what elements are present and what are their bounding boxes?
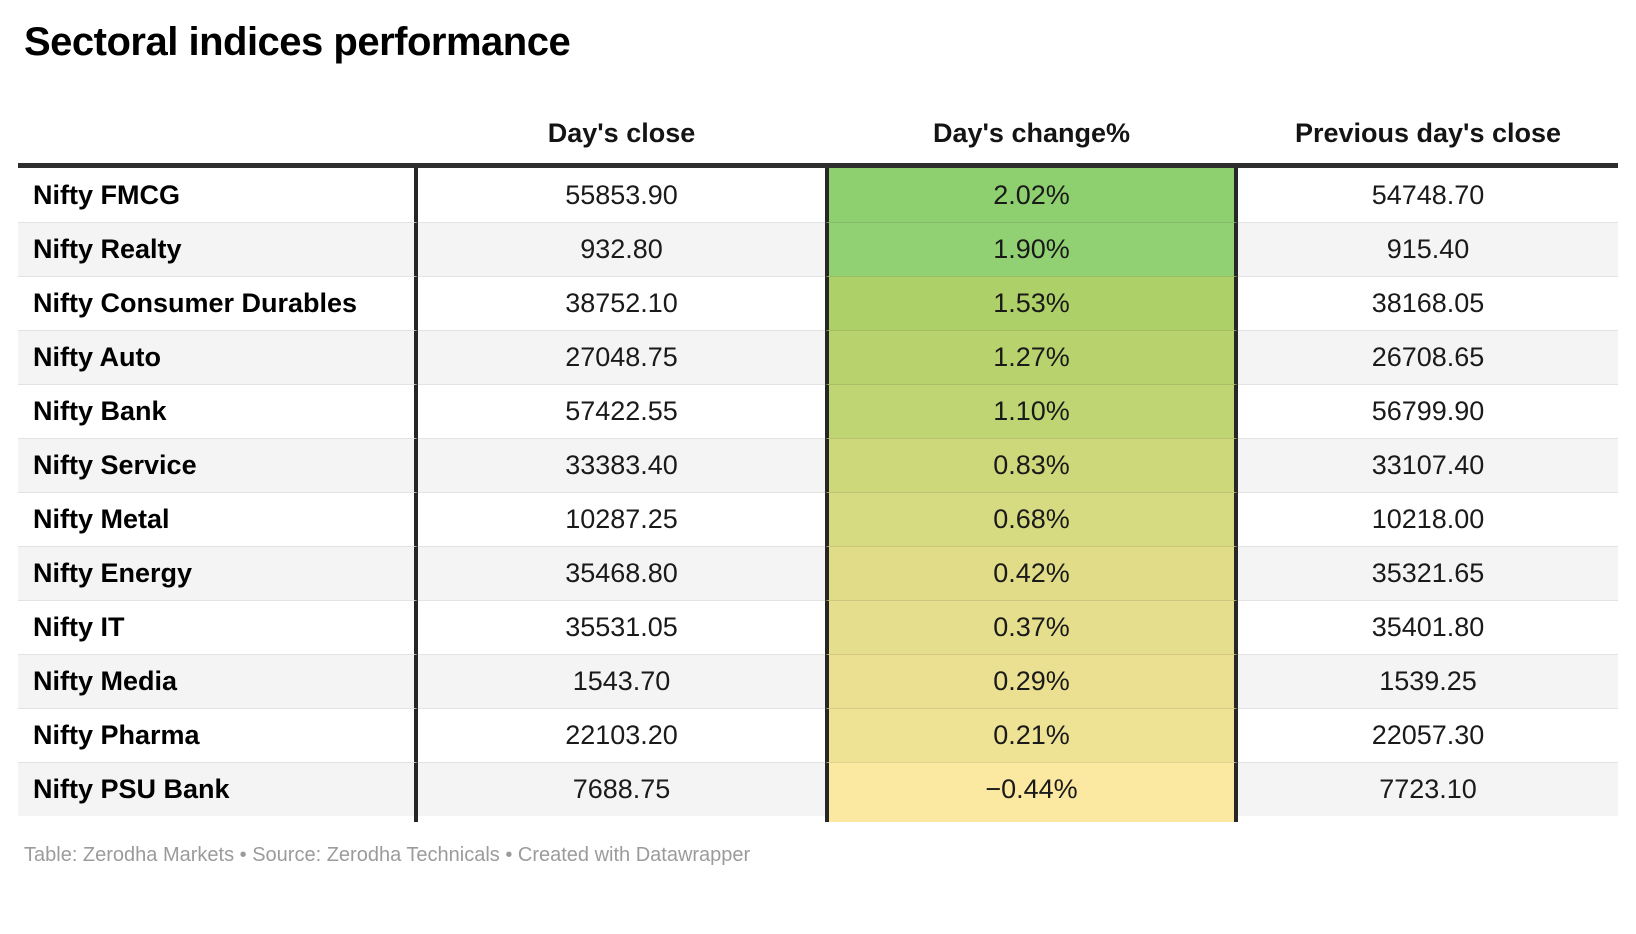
previous-close-cell: 915.40 [1238, 222, 1618, 276]
days-change-cell: 0.37% [825, 600, 1238, 654]
index-name-cell: Nifty Bank [18, 384, 418, 438]
index-name-cell: Nifty Energy [18, 546, 418, 600]
days-close-cell: 7688.75 [418, 762, 825, 816]
table-row: Nifty Realty 932.80 1.90% 915.40 [18, 222, 1618, 276]
days-close-cell: 932.80 [418, 222, 825, 276]
days-close-cell: 38752.10 [418, 276, 825, 330]
extension-prev-cell [1238, 816, 1618, 822]
days-close-cell: 27048.75 [418, 330, 825, 384]
index-name-cell: Nifty Auto [18, 330, 418, 384]
table-row: Nifty FMCG 55853.90 2.02% 54748.70 [18, 168, 1618, 222]
days-change-cell: 1.27% [825, 330, 1238, 384]
index-name-cell: Nifty Media [18, 654, 418, 708]
days-close-cell: 55853.90 [565, 179, 678, 210]
previous-close-cell: 38168.05 [1238, 276, 1618, 330]
previous-close-cell: 56799.90 [1238, 384, 1618, 438]
days-close-cell: 35468.80 [418, 546, 825, 600]
previous-close-cell: 7723.10 [1238, 762, 1618, 816]
table-row: Nifty Bank 57422.55 1.10% 56799.90 [18, 384, 1618, 438]
previous-close-cell: 1539.25 [1238, 654, 1618, 708]
days-change-cell: 0.21% [825, 708, 1238, 762]
extension-close-cell [418, 816, 825, 822]
days-close-cell: 57422.55 [418, 384, 825, 438]
table-row: Nifty PSU Bank 7688.75 −0.44% 7723.10 [18, 762, 1618, 816]
index-name-cell: Nifty Realty [18, 222, 418, 276]
days-change-cell: 1.53% [825, 276, 1238, 330]
previous-close-cell: 33107.40 [1238, 438, 1618, 492]
index-name-cell: Nifty IT [18, 600, 418, 654]
previous-close-cell: 35401.80 [1238, 600, 1618, 654]
previous-close-cell: 10218.00 [1238, 492, 1618, 546]
days-close-cell: 33383.40 [418, 438, 825, 492]
table-row: Nifty Consumer Durables 38752.10 1.53% 3816… [18, 276, 1618, 330]
days-change-cell: 0.68% [825, 492, 1238, 546]
days-change-cell: 0.42% [825, 546, 1238, 600]
datawrapper-table-page: Sectoral indices performance Day's close… [18, 20, 1618, 867]
days-change-cell: 0.83% [825, 438, 1238, 492]
index-name-cell: Nifty Pharma [18, 708, 418, 762]
days-close-cell: 1543.70 [418, 654, 825, 708]
days-close-cell: 35531.05 [418, 600, 825, 654]
extension-index-cell [18, 816, 418, 822]
index-name-cell: Nifty FMCG [18, 168, 418, 222]
table-header-row: Day's close Day's change% Previous day's… [18, 64, 1618, 168]
table-row: Nifty Media 1543.70 0.29% 1539.25 [18, 654, 1618, 708]
column-header-previous-close: Previous day's close [1294, 118, 1562, 148]
index-name-cell: Nifty PSU Bank [18, 762, 418, 816]
table-body: Nifty FMCG 55853.90 2.02% 54748.70 Nifty Rea… [18, 168, 1618, 816]
previous-close-cell: 35321.65 [1238, 546, 1618, 600]
column-header-days-close: Day's close [547, 118, 696, 148]
page-title: Sectoral indices performance [24, 20, 571, 64]
days-change-cell: 0.29% [825, 654, 1238, 708]
table-row: Nifty IT 35531.05 0.37% 35401.80 [18, 600, 1618, 654]
previous-close-cell: 26708.65 [1238, 330, 1618, 384]
previous-close-cell: 22057.30 [1238, 708, 1618, 762]
days-change-cell: 1.10% [825, 384, 1238, 438]
index-name-cell: Nifty Metal [18, 492, 418, 546]
column-header-index [18, 149, 418, 163]
previous-close-cell: 54748.70 [1371, 179, 1485, 210]
index-name-cell: Nifty Service [18, 438, 418, 492]
table-row: Nifty Auto 27048.75 1.27% 26708.65 [18, 330, 1618, 384]
sectoral-indices-table: Day's close Day's change% Previous day's… [18, 64, 1618, 822]
days-change-cell: 2.02% [825, 168, 1238, 222]
days-change-cell: −0.44% [825, 762, 1238, 816]
index-name-cell: Nifty Consumer Durables [18, 276, 418, 330]
days-change-cell: 1.90% [825, 222, 1238, 276]
table-row: Nifty Energy 35468.80 0.42% 35321.65 [18, 546, 1618, 600]
attribution-footer: Table: Zerodha Markets • Source: Zerodha… [24, 844, 751, 866]
table-row: Nifty Pharma 22103.20 0.21% 22057.30 [18, 708, 1618, 762]
days-close-cell: 10287.25 [418, 492, 825, 546]
table-row: Nifty Service 33383.40 0.83% 33107.40 [18, 438, 1618, 492]
table-row: Nifty Metal 10287.25 0.68% 10218.00 [18, 492, 1618, 546]
days-close-cell: 22103.20 [418, 708, 825, 762]
extension-change-cell [825, 816, 1238, 822]
column-header-days-change: Day's change% [932, 118, 1130, 148]
heatmap-column-extension [18, 816, 1618, 822]
